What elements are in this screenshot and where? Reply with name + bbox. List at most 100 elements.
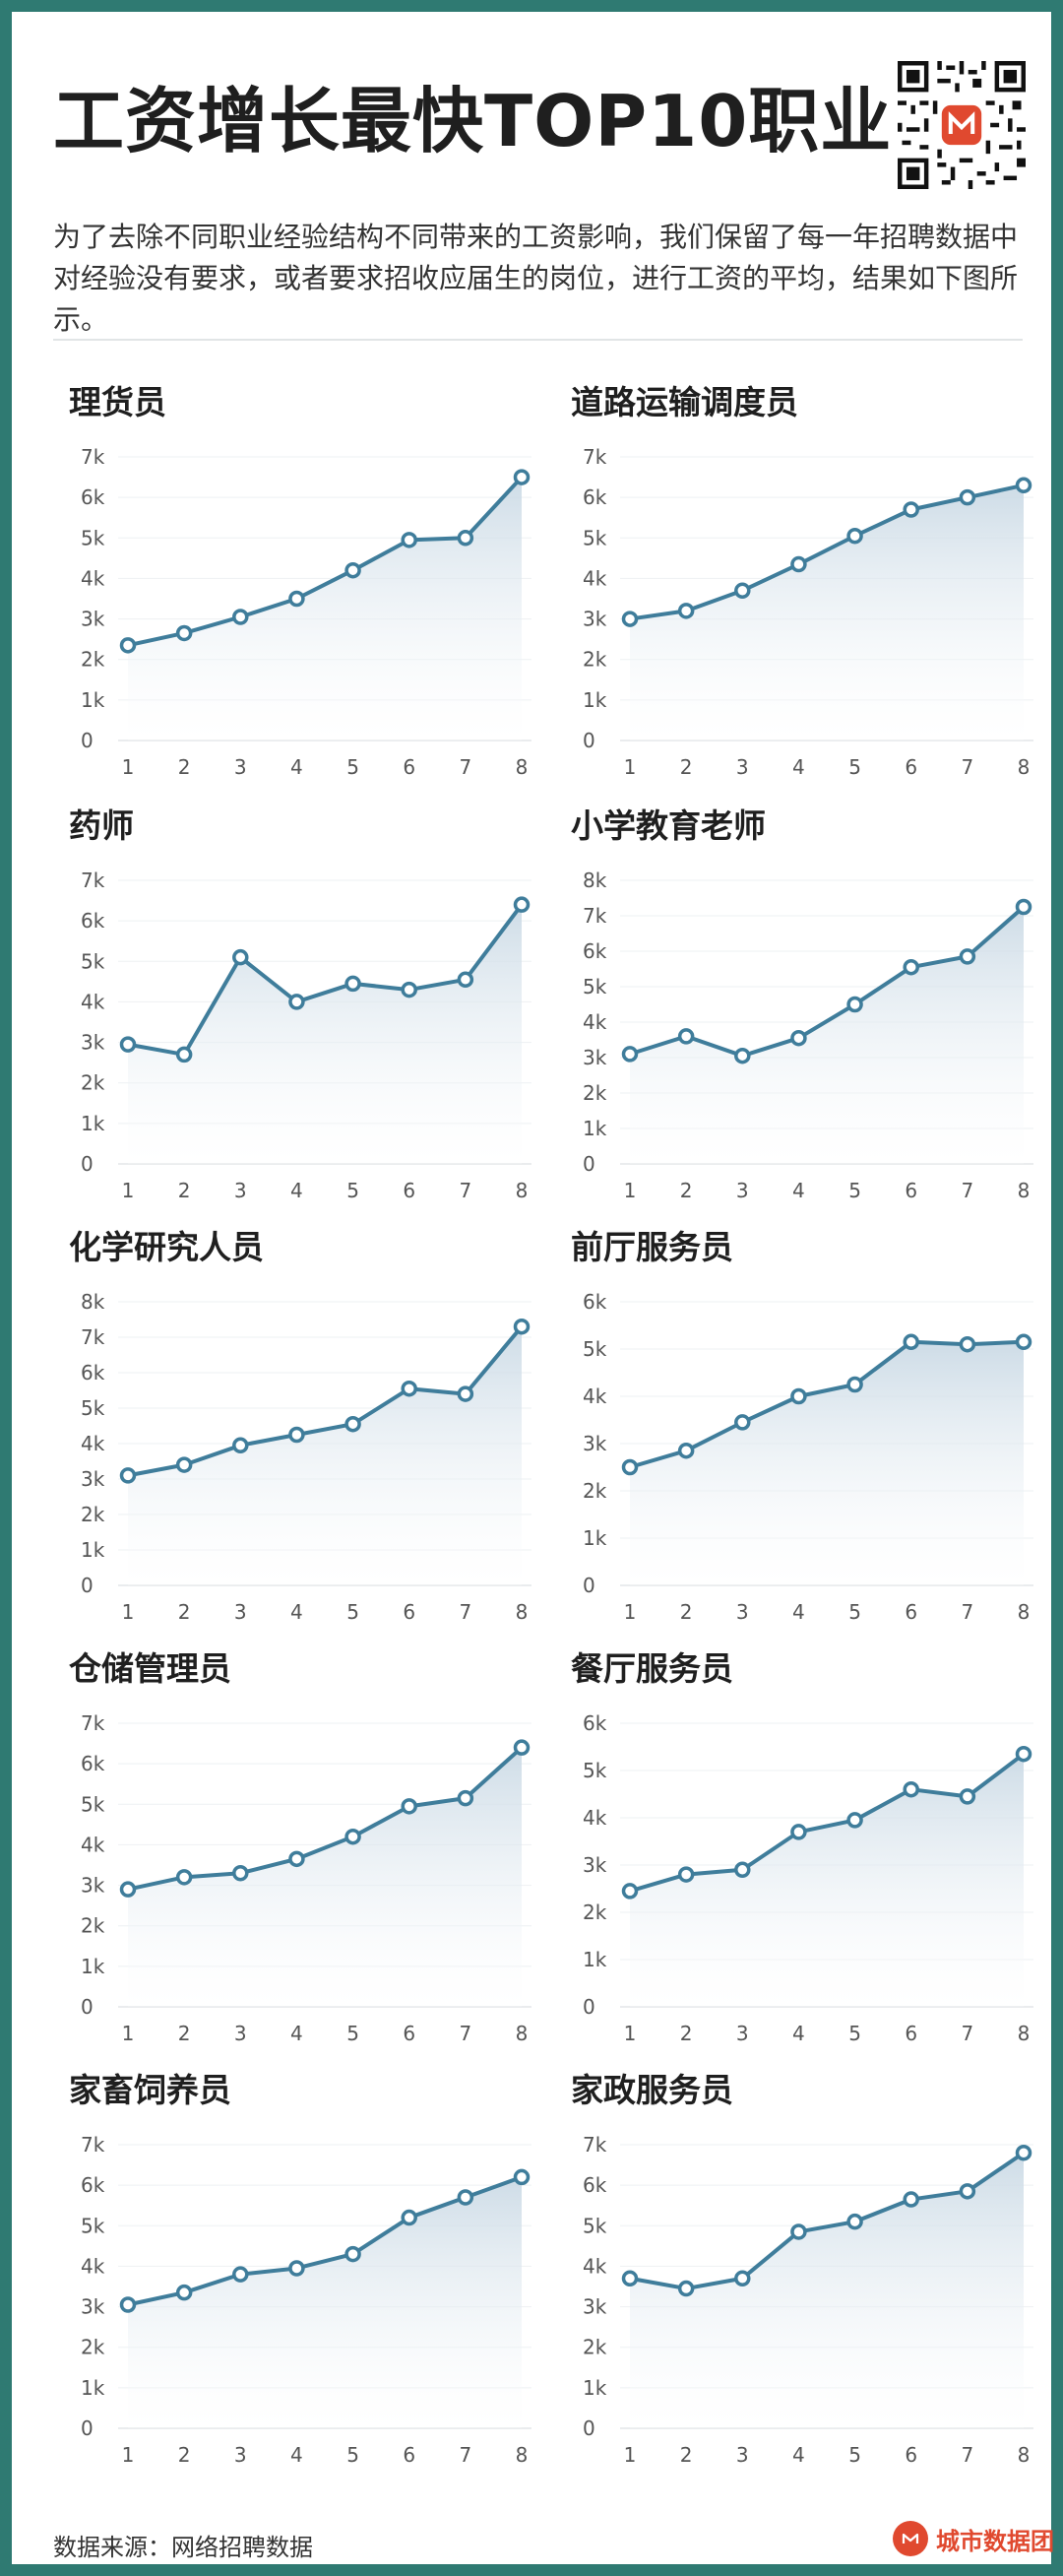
y-tick-label: 0 — [81, 1152, 94, 1176]
data-point — [790, 555, 807, 573]
x-tick-label: 5 — [848, 2443, 861, 2467]
data-point — [677, 1028, 695, 1045]
x-tick-label: 5 — [346, 1600, 359, 1624]
chart-title: 家畜饲养员 — [69, 2071, 231, 2109]
data-point — [119, 1881, 137, 1898]
y-tick-label: 4k — [583, 1010, 607, 1034]
y-tick-label: 0 — [81, 729, 94, 752]
chart-svg: 0 1k 2k 3k 4k 5k 6k 7k 1 2 3 4 5 6 7 8 — [81, 2133, 532, 2467]
x-tick-label: 5 — [346, 1179, 359, 1202]
data-point — [119, 1467, 137, 1484]
y-tick-label: 5k — [583, 1759, 607, 1782]
data-point — [513, 1739, 531, 1756]
chart-title: 餐厅服务员 — [571, 1649, 733, 1688]
y-tick-label: 0 — [583, 1152, 595, 1176]
data-point — [344, 1828, 361, 1845]
x-tick-label: 5 — [848, 2022, 861, 2045]
x-tick-label: 8 — [516, 1179, 529, 1202]
y-tick-label: 3k — [583, 608, 607, 631]
x-tick-label: 8 — [1018, 755, 1031, 779]
chart-svg: 0 1k 2k 3k 4k 5k 6k 7k 1 2 3 4 5 6 7 8 — [81, 445, 532, 779]
x-tick-label: 1 — [122, 2022, 135, 2045]
chart-svg: 0 1k 2k 3k 4k 5k 6k 1 2 3 4 5 6 7 8 — [583, 1290, 1033, 1624]
data-point — [288, 994, 305, 1010]
x-tick-label: 3 — [736, 755, 749, 779]
y-tick-label: 0 — [583, 729, 595, 752]
data-point — [734, 1861, 751, 1879]
y-tick-label: 7k — [81, 2133, 105, 2157]
x-tick-label: 1 — [624, 1600, 637, 1624]
chart-title: 理货员 — [69, 383, 166, 421]
x-tick-label: 4 — [792, 1179, 805, 1202]
y-tick-label: 6k — [583, 485, 607, 509]
infographic-page: 工资增长最快TOP10职业 为了去除不同职业经验结构不同带来的工资影响，我们保留… — [12, 12, 1054, 2564]
x-tick-label: 4 — [290, 1600, 303, 1624]
x-tick-label: 3 — [736, 1600, 749, 1624]
data-point — [1015, 1333, 1032, 1351]
chart-5: 化学研究人员 0 1k 2k 3k 4k 5k 6k 7k 8k 1 2 3 4 5 6 7 8 — [39, 1211, 551, 1635]
chart-title: 药师 — [69, 806, 134, 845]
data-point — [513, 469, 531, 485]
y-tick-label: 5k — [583, 2214, 607, 2237]
x-tick-label: 3 — [234, 2022, 247, 2045]
x-tick-label: 6 — [403, 2443, 415, 2467]
x-tick-label: 8 — [516, 2022, 529, 2045]
chart-10: 家政服务员 0 1k 2k 3k 4k 5k 6k 7k 1 2 3 4 5 6 7 8 — [541, 2054, 1053, 2478]
data-point — [457, 530, 474, 547]
data-point — [959, 2183, 976, 2200]
chart-title: 前厅服务员 — [571, 1228, 733, 1266]
y-tick-label: 1k — [583, 1526, 607, 1550]
y-tick-label: 4k — [81, 1432, 105, 1455]
y-tick-label: 7k — [81, 1711, 105, 1735]
x-tick-label: 1 — [624, 2022, 637, 2045]
data-point — [677, 1866, 695, 1883]
x-tick-label: 7 — [459, 1600, 471, 1624]
brand: 城市数据团 — [893, 2521, 1054, 2556]
chart-6: 前厅服务员 0 1k 2k 3k 4k 5k 6k 1 2 3 4 5 6 7 8 — [541, 1211, 1053, 1635]
data-point — [175, 1046, 193, 1063]
chart-title: 仓储管理员 — [69, 1649, 231, 1688]
x-tick-label: 6 — [905, 2443, 917, 2467]
y-tick-label: 2k — [81, 2336, 105, 2359]
series-area — [630, 1754, 1024, 2007]
data-point — [734, 2270, 751, 2287]
x-tick-label: 6 — [403, 2022, 415, 2045]
x-tick-label: 2 — [178, 755, 191, 779]
x-tick-label: 2 — [178, 1179, 191, 1202]
data-point — [457, 2189, 474, 2206]
y-tick-label: 2k — [81, 648, 105, 672]
data-point — [903, 1333, 919, 1351]
y-tick-label: 5k — [81, 1396, 105, 1420]
y-tick-label: 2k — [81, 1503, 105, 1526]
x-tick-label: 2 — [178, 2022, 191, 2045]
x-tick-label: 1 — [624, 2443, 637, 2467]
qr-code-icon[interactable] — [898, 61, 1026, 189]
x-tick-label: 8 — [516, 2443, 529, 2467]
data-point — [401, 981, 417, 998]
y-tick-label: 5k — [583, 975, 607, 998]
data-point — [401, 2209, 417, 2226]
data-point — [513, 1318, 531, 1335]
x-tick-label: 7 — [459, 2022, 471, 2045]
data-point — [846, 1376, 863, 1393]
x-tick-label: 6 — [403, 755, 415, 779]
chart-svg: 0 1k 2k 3k 4k 5k 6k 7k 1 2 3 4 5 6 7 8 — [81, 869, 532, 1202]
data-point — [903, 1780, 919, 1798]
series-area — [630, 484, 1024, 741]
chart-9: 家畜饲养员 0 1k 2k 3k 4k 5k 6k 7k 1 2 3 4 5 6 7 8 — [39, 2054, 551, 2478]
y-tick-label: 6k — [583, 1711, 607, 1735]
series-line — [629, 905, 1026, 1059]
data-source: 数据来源：网络招聘数据 — [53, 2534, 313, 2561]
data-point — [232, 1437, 249, 1454]
y-tick-label: 1k — [583, 688, 607, 712]
y-tick-label: 2k — [583, 1900, 607, 1924]
series-line — [127, 1324, 524, 1478]
data-point — [344, 2245, 361, 2263]
y-tick-label: 3k — [81, 1031, 105, 1055]
data-point — [734, 582, 751, 600]
y-tick-label: 1k — [583, 1117, 607, 1140]
x-tick-label: 8 — [1018, 2443, 1031, 2467]
x-tick-label: 3 — [234, 2443, 247, 2467]
data-point — [288, 1426, 305, 1444]
x-tick-label: 1 — [122, 1600, 135, 1624]
